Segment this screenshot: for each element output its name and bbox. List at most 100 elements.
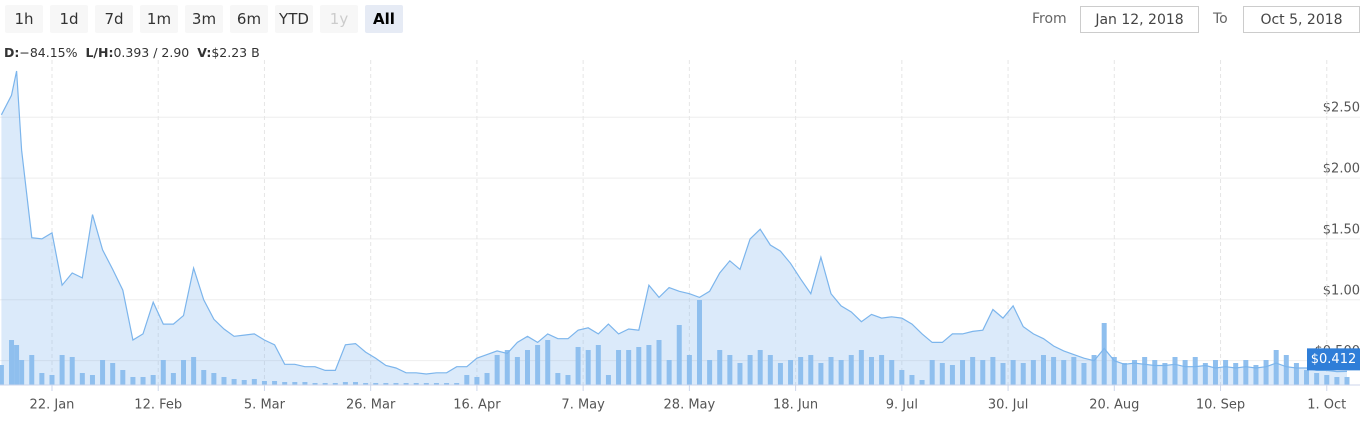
volume-bar <box>100 360 106 385</box>
range-button[interactable]: 3m <box>185 5 223 33</box>
volume-bar <box>150 375 156 385</box>
volume-bar <box>565 375 571 385</box>
volume-bar <box>373 383 379 385</box>
volume-bar <box>29 355 35 385</box>
volume-bar <box>616 350 622 385</box>
volume-bar <box>14 345 20 385</box>
volume-bar <box>19 360 25 385</box>
volume-bar <box>1051 357 1057 385</box>
volume-bar <box>1334 377 1340 385</box>
volume-bar <box>1132 360 1138 385</box>
volume-bar <box>160 360 166 385</box>
volume-bar <box>1283 355 1289 385</box>
to-label: To <box>1213 11 1228 27</box>
range-button[interactable]: 1d <box>50 5 88 33</box>
x-tick-label: 26. Mar <box>346 398 396 413</box>
volume-bar <box>49 375 55 385</box>
range-button[interactable]: 6m <box>230 5 268 33</box>
volume-bar <box>879 355 885 385</box>
volume-bar <box>767 355 773 385</box>
volume-bar <box>261 381 267 385</box>
volume-bar <box>221 377 227 385</box>
volume-bar <box>899 370 905 385</box>
volume-bar <box>1212 360 1218 385</box>
volume-bar <box>1253 365 1259 385</box>
volume-bar <box>342 382 348 385</box>
volume-bar <box>1223 360 1229 385</box>
volume-bar <box>170 373 176 385</box>
volume-bar <box>494 355 500 385</box>
volume-bar <box>1020 363 1026 385</box>
range-button[interactable]: 1h <box>5 5 43 33</box>
from-label: From <box>1032 11 1067 27</box>
volume-bar <box>1243 360 1249 385</box>
volume-bar <box>413 383 419 385</box>
stat-value: 0.393 / 2.90 <box>113 45 190 60</box>
volume-bar <box>110 363 116 385</box>
volume-bar <box>1344 377 1350 385</box>
volume-bar <box>848 355 854 385</box>
volume-bar <box>423 383 429 385</box>
volume-bar <box>332 383 338 385</box>
volume-bar <box>707 360 713 385</box>
volume-bar <box>484 373 490 385</box>
volume-bar <box>747 355 753 385</box>
range-button[interactable]: All <box>365 5 403 33</box>
x-tick-label: 5. Mar <box>244 398 286 413</box>
to-input[interactable]: Oct 5, 2018 <box>1243 6 1360 33</box>
x-tick-label: 12. Feb <box>134 398 182 413</box>
volume-bar <box>1304 370 1310 385</box>
volume-bar <box>1000 363 1006 385</box>
volume-bar <box>868 357 874 385</box>
x-tick-label: 9. Jul <box>886 398 918 413</box>
volume-bar <box>201 370 207 385</box>
y-tick-label: $1.00 <box>1323 283 1360 298</box>
volume-bar <box>383 383 389 385</box>
volume-bar <box>1172 357 1178 385</box>
stat-key: L/H: <box>85 45 114 60</box>
volume-bar <box>1091 355 1097 385</box>
range-button[interactable]: 7d <box>95 5 133 33</box>
volume-bar <box>191 357 197 385</box>
volume-bar <box>1030 360 1036 385</box>
volume-bar <box>949 365 955 385</box>
volume-bar <box>889 360 895 385</box>
volume-bar <box>130 377 136 385</box>
volume-bar <box>1324 375 1330 385</box>
volume-bar <box>403 383 409 385</box>
stat-value: −84.15% <box>19 45 78 60</box>
volume-bar <box>555 373 561 385</box>
volume-bar <box>120 370 126 385</box>
volume-bar <box>1293 363 1299 385</box>
volume-bar <box>636 347 642 385</box>
volume-bar <box>1111 357 1117 385</box>
volume-bar <box>838 360 844 385</box>
x-tick-label: 16. Apr <box>453 398 501 413</box>
volume-bar <box>929 360 935 385</box>
volume-bar <box>211 373 217 385</box>
volume-bar <box>605 375 611 385</box>
volume-bar <box>393 383 399 385</box>
volume-bar <box>514 357 520 385</box>
volume-bar <box>302 382 308 385</box>
volume-bar <box>292 382 298 385</box>
volume-bar <box>980 360 986 385</box>
price-line <box>0 70 1348 375</box>
from-input[interactable]: Jan 12, 2018 <box>1080 6 1199 33</box>
volume-bar <box>1162 363 1168 385</box>
volume-bar <box>990 357 996 385</box>
volume-bar <box>1152 360 1158 385</box>
volume-bar <box>788 360 794 385</box>
stat-key: D: <box>4 45 20 60</box>
x-tick-label: 1. Oct <box>1307 398 1346 413</box>
volume-bar <box>676 325 682 385</box>
range-button[interactable]: YTD <box>275 5 313 33</box>
volume-bar <box>585 350 591 385</box>
y-tick-label: $1.50 <box>1323 222 1360 237</box>
range-button[interactable]: 1m <box>140 5 178 33</box>
volume-bar <box>1142 357 1148 385</box>
x-tick-label: 10. Sep <box>1196 398 1245 413</box>
volume-bar <box>474 377 480 385</box>
